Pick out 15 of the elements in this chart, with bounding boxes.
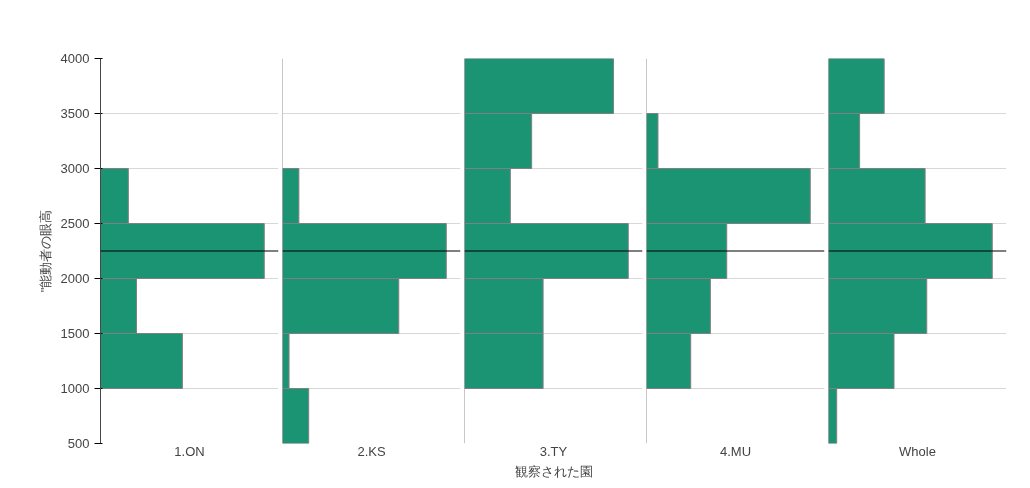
text: 観察された園 — [514, 463, 593, 479]
y-axis-title: "能動者の眼高 — [37, 209, 53, 293]
y-tick-label: 2500 — [60, 216, 90, 231]
y-tick-label: 500 — [67, 436, 90, 451]
y-tick-label: 3000 — [60, 161, 90, 176]
y-tick-label: 3500 — [60, 106, 90, 121]
y-tick-label: 1000 — [60, 381, 90, 396]
x-axis-title: 4.MU — [719, 443, 752, 459]
y-tick-label: 4000 — [60, 51, 90, 66]
x-axis-title: Whole — [899, 443, 936, 459]
y-tick-label: 1500 — [60, 326, 90, 341]
y-tick-label: 2000 — [60, 271, 90, 286]
x-axis-title: 3.TY — [539, 443, 568, 459]
x-axis-title: 1.ON — [174, 443, 205, 459]
x-axis-title: 2.KS — [357, 443, 386, 459]
